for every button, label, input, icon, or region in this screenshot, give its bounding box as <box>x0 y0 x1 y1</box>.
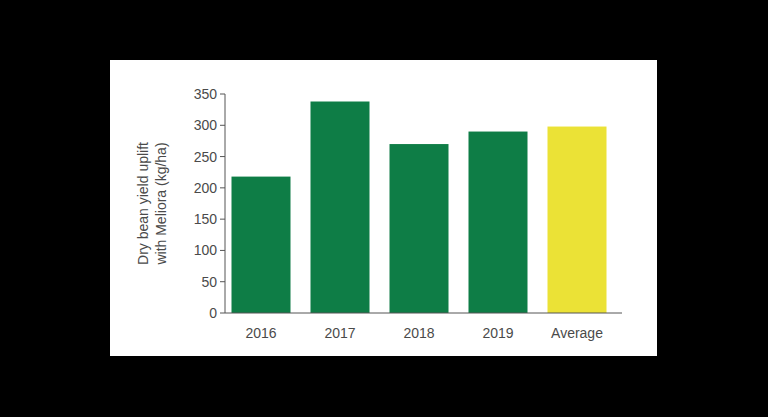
x-axis <box>225 313 622 314</box>
y-axis-label-line: with Meliora (kg/ha) <box>153 142 169 265</box>
y-tick <box>220 281 225 282</box>
y-axis-label-line: Dry bean yield uplift <box>135 142 151 265</box>
bar <box>232 177 291 313</box>
y-tick-label: 150 <box>194 211 218 227</box>
y-tick-label: 300 <box>194 117 218 133</box>
y-tick-label: 50 <box>201 274 217 290</box>
y-tick-label: 200 <box>194 180 218 196</box>
y-tick-label: 350 <box>194 86 218 102</box>
y-tick <box>220 156 225 157</box>
x-tick-label: 2016 <box>245 325 276 341</box>
y-tick <box>220 313 225 314</box>
bar <box>390 144 449 313</box>
bar <box>548 127 607 313</box>
x-tick-label: 2019 <box>482 325 513 341</box>
y-tick <box>220 250 225 251</box>
x-tick-label: 2017 <box>324 325 355 341</box>
bars <box>232 102 607 313</box>
bar <box>469 132 528 313</box>
y-tick-label: 250 <box>194 149 218 165</box>
y-axis <box>225 94 226 313</box>
x-tick-label: Average <box>551 325 603 341</box>
y-tick <box>220 94 225 95</box>
bar <box>311 102 370 313</box>
y-tick-label: 0 <box>209 305 217 321</box>
x-tick-label: 2018 <box>403 325 434 341</box>
panel <box>110 60 657 356</box>
y-tick <box>220 219 225 220</box>
y-tick-label: 100 <box>194 242 218 258</box>
y-tick <box>220 187 225 188</box>
y-axis-label: Dry bean yield upliftwith Meliora (kg/ha… <box>135 142 169 266</box>
y-tick <box>220 125 225 126</box>
background <box>0 0 768 417</box>
